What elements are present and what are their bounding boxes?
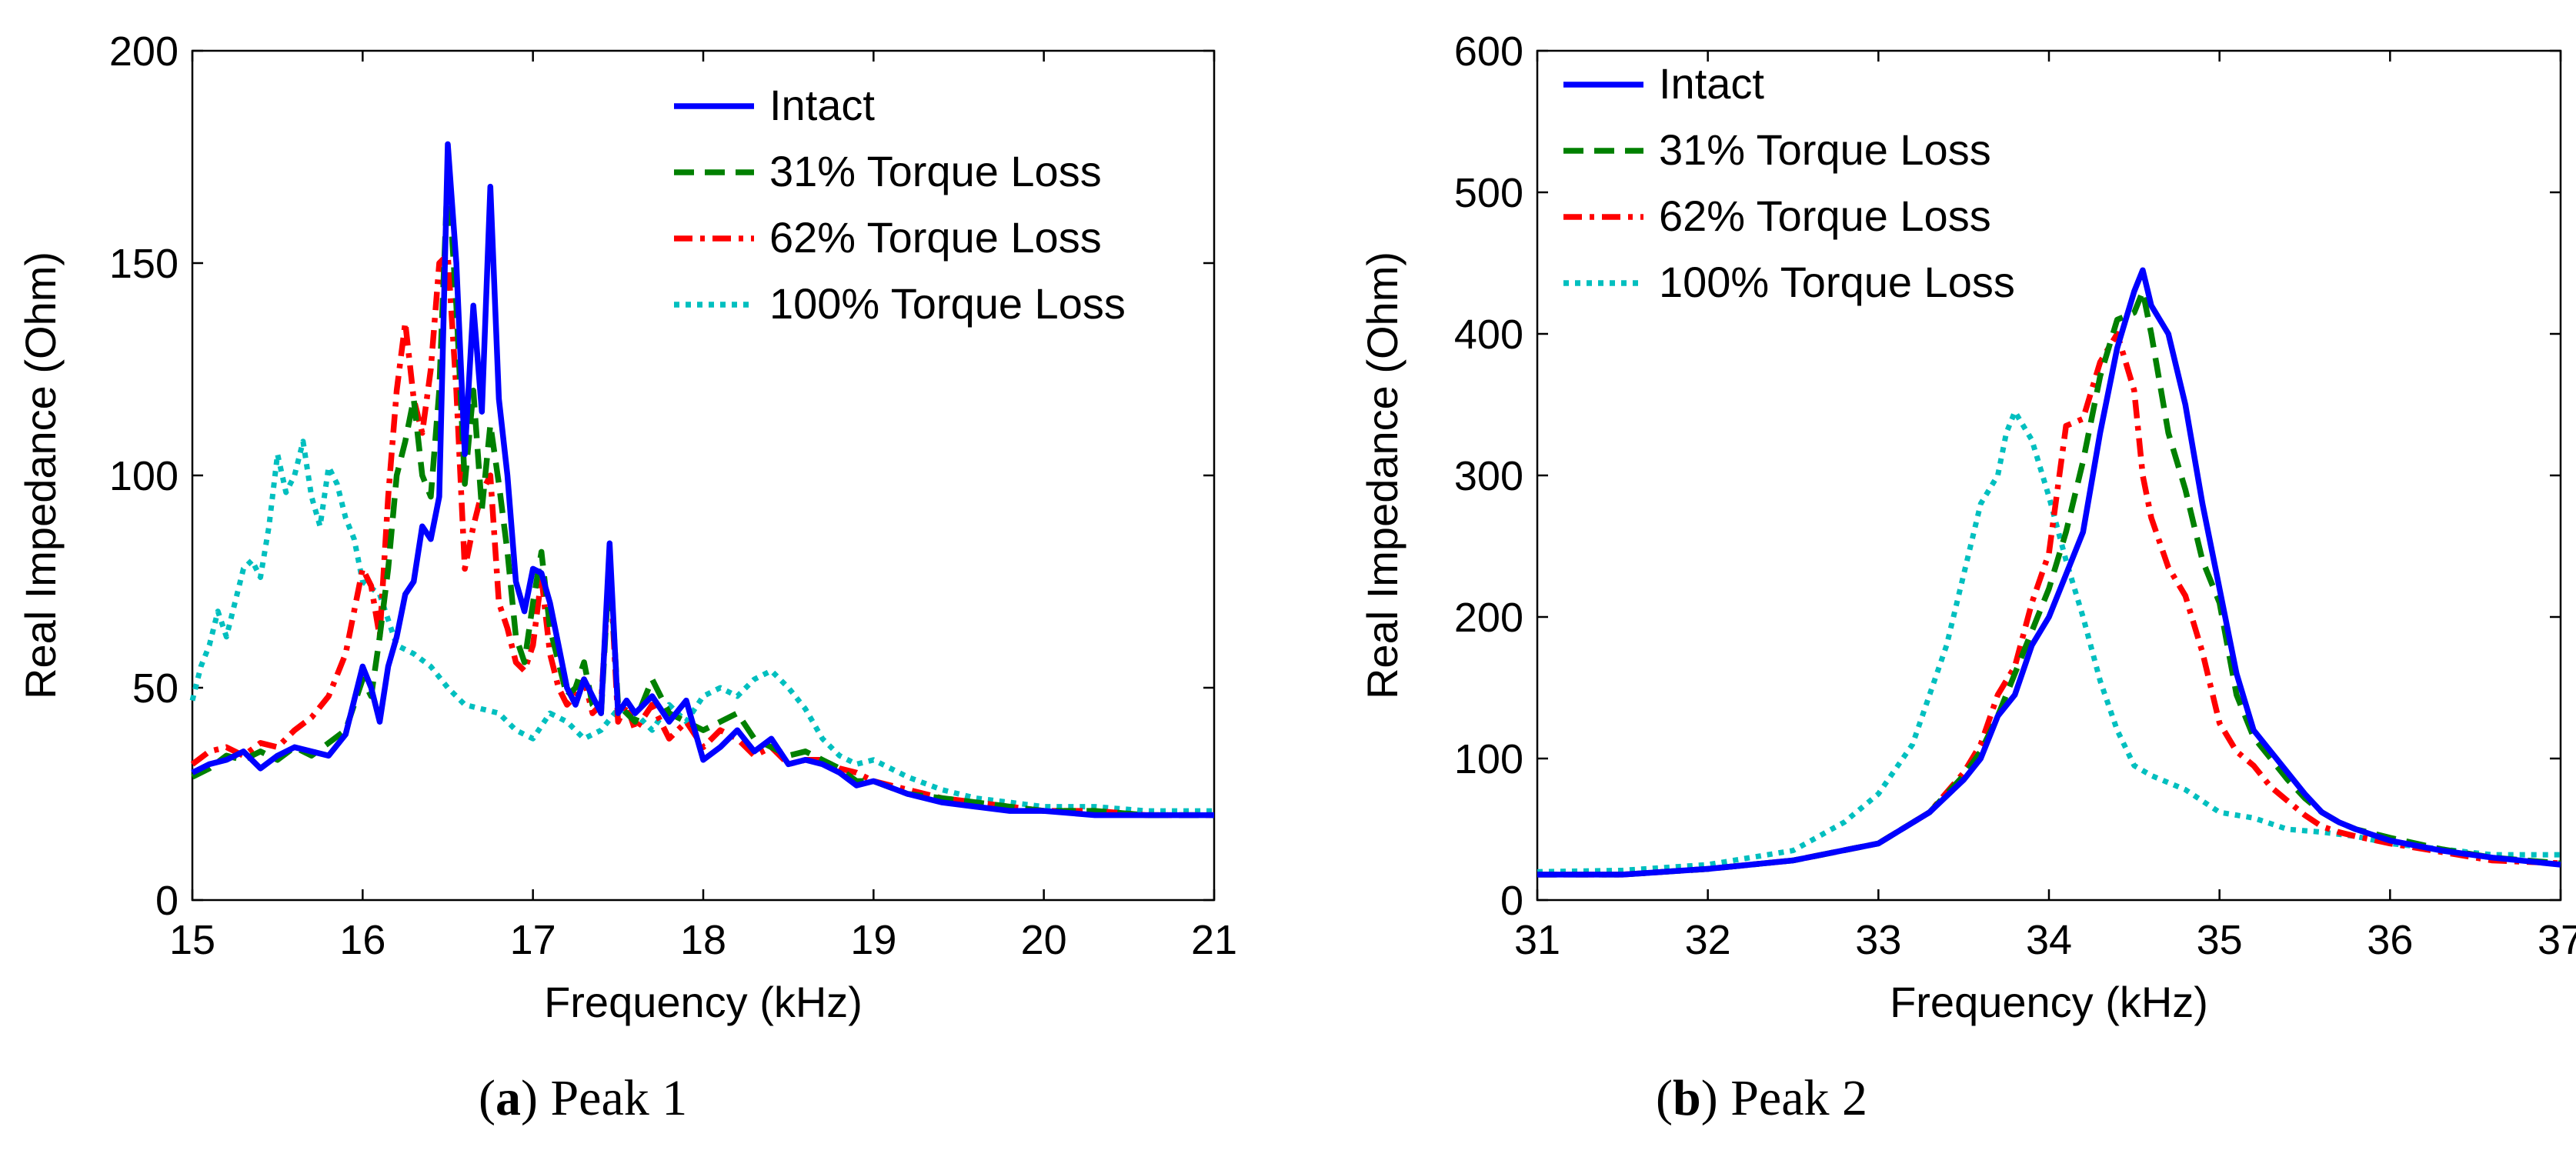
x-tick-label: 15 xyxy=(169,917,215,963)
y-tick-label: 300 xyxy=(1454,453,1523,499)
y-tick-label: 0 xyxy=(1500,878,1523,924)
y-tick-label: 150 xyxy=(109,241,179,287)
legend-label-2: 62% Torque Loss xyxy=(1659,192,1991,240)
caption-a-letter: a xyxy=(495,1070,521,1126)
y-tick-label: 0 xyxy=(155,878,179,924)
caption-a: (a) Peak 1 xyxy=(479,1070,688,1126)
series-line-3 xyxy=(1537,408,2561,875)
x-tick-label: 17 xyxy=(510,917,556,963)
x-axis-label: Frequency (kHz) xyxy=(544,978,863,1026)
x-axis-label: Frequency (kHz) xyxy=(1890,978,2208,1026)
series-line-1 xyxy=(191,166,1214,819)
x-tick-label: 33 xyxy=(1855,917,1901,963)
y-axis-label: Real Impedance (Ohm) xyxy=(1358,252,1406,699)
y-tick-label: 100 xyxy=(109,453,179,499)
legend-label-0: Intact xyxy=(769,81,875,129)
x-tick-label: 31 xyxy=(1514,917,1560,963)
x-tick-label: 16 xyxy=(339,917,385,963)
x-tick-label: 20 xyxy=(1021,917,1067,963)
caption-b: (b) Peak 2 xyxy=(1656,1070,1867,1126)
y-tick-label: 600 xyxy=(1454,28,1523,75)
y-tick-label: 50 xyxy=(132,665,179,712)
x-tick-label: 18 xyxy=(680,917,726,963)
legend-label-3: 100% Torque Loss xyxy=(1659,258,2015,306)
y-tick-label: 500 xyxy=(1454,170,1523,216)
x-tick-label: 19 xyxy=(850,917,896,963)
x-tick-label: 21 xyxy=(1191,917,1237,963)
plot-area xyxy=(1536,49,2562,902)
x-tick-label: 32 xyxy=(1685,917,1731,963)
x-tick-label: 36 xyxy=(2367,917,2413,963)
chart-peak-2: 31 32 33 34 35 36 37 0 100 200 300 400 500 600 Frequen… xyxy=(1358,28,2576,1026)
series-line-0 xyxy=(191,141,1214,819)
x-tick-label: 37 xyxy=(2538,917,2576,963)
legend-label-0: Intact xyxy=(1659,59,1764,108)
x-tick-label: 34 xyxy=(2026,917,2072,963)
y-tick-label: 100 xyxy=(1454,736,1523,782)
x-tick-label: 35 xyxy=(2197,917,2243,963)
y-tick-label: 200 xyxy=(109,28,179,75)
legend-label-2: 62% Torque Loss xyxy=(769,213,1102,262)
y-axis-label: Real Impedance (Ohm) xyxy=(16,252,65,699)
y-tick-label: 200 xyxy=(1454,595,1523,641)
caption-b-text: Peak 2 xyxy=(1730,1070,1867,1126)
caption-b-letter: b xyxy=(1672,1070,1701,1126)
legend-label-1: 31% Torque Loss xyxy=(769,147,1102,195)
caption-a-text: Peak 1 xyxy=(550,1070,688,1126)
series-line-0 xyxy=(1537,267,2561,878)
legend-label-1: 31% Torque Loss xyxy=(1659,125,1991,174)
chart-peak-1: 15 16 17 18 19 20 21 0 50 100 150 200 Frequency (kHz… xyxy=(16,28,1237,1026)
y-tick-label: 400 xyxy=(1454,312,1523,358)
legend-label-3: 100% Torque Loss xyxy=(769,279,1126,328)
